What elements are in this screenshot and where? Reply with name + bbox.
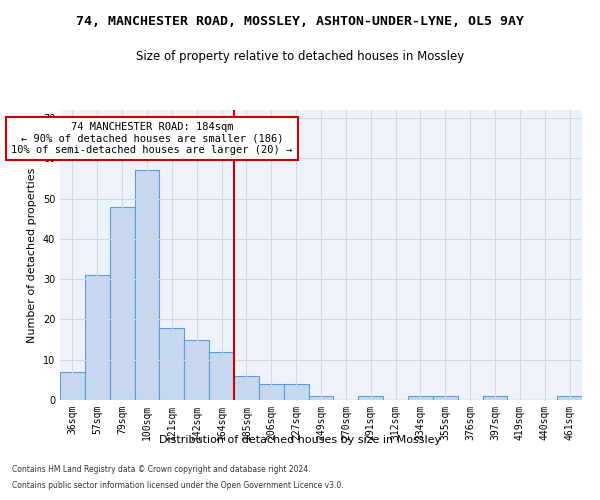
Bar — [284, 384, 308, 400]
Bar — [134, 170, 160, 400]
Bar — [433, 396, 458, 400]
Text: 74 MANCHESTER ROAD: 184sqm
← 90% of detached houses are smaller (186)
10% of sem: 74 MANCHESTER ROAD: 184sqm ← 90% of deta… — [11, 122, 293, 156]
Bar — [60, 372, 85, 400]
Bar — [234, 376, 259, 400]
Bar — [184, 340, 209, 400]
Text: 74, MANCHESTER ROAD, MOSSLEY, ASHTON-UNDER-LYNE, OL5 9AY: 74, MANCHESTER ROAD, MOSSLEY, ASHTON-UND… — [76, 15, 524, 28]
Bar — [209, 352, 234, 400]
Bar — [160, 328, 184, 400]
Text: Size of property relative to detached houses in Mossley: Size of property relative to detached ho… — [136, 50, 464, 63]
Y-axis label: Number of detached properties: Number of detached properties — [27, 168, 37, 342]
Bar — [308, 396, 334, 400]
Text: Distribution of detached houses by size in Mossley: Distribution of detached houses by size … — [159, 435, 441, 445]
Bar — [85, 275, 110, 400]
Bar — [259, 384, 284, 400]
Bar — [110, 206, 134, 400]
Bar — [482, 396, 508, 400]
Bar — [408, 396, 433, 400]
Bar — [557, 396, 582, 400]
Text: Contains HM Land Registry data © Crown copyright and database right 2024.: Contains HM Land Registry data © Crown c… — [12, 466, 311, 474]
Bar — [358, 396, 383, 400]
Text: Contains public sector information licensed under the Open Government Licence v3: Contains public sector information licen… — [12, 480, 344, 490]
